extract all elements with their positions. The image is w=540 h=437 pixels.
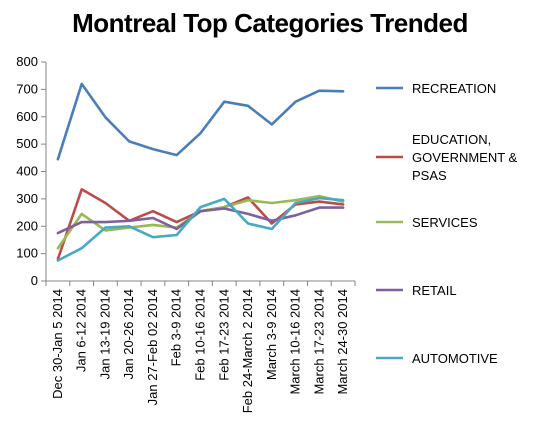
chart-legend: RECREATION EDUCATION, GOVERNMENT & PSAS SERV… <box>376 81 518 366</box>
x-tick-label: Feb 24-March 2 2014 <box>240 289 255 413</box>
legend-label: PSAS <box>412 168 447 183</box>
y-axis-ticks: 0 100 200 300 400 500 600 700 800 <box>16 54 46 288</box>
x-tick-label: Jan 20-26 2014 <box>121 289 136 379</box>
chart-title: Montreal Top Categories Trended <box>72 8 468 38</box>
legend-label: RETAIL <box>412 283 457 298</box>
series-lines <box>56 82 345 262</box>
y-tick-label: 100 <box>16 246 38 261</box>
y-tick-label: 300 <box>16 191 38 206</box>
series-line-automotive <box>56 196 345 262</box>
x-axis-ticks: Dec 30-Jan 5 2014 Jan 6-12 2014 Jan 13-19 … <box>45 281 356 413</box>
legend-label: EDUCATION, <box>412 132 491 147</box>
y-tick-label: 500 <box>16 136 38 151</box>
x-tick-label: Feb 10-16 2014 <box>193 289 208 381</box>
y-tick-label: 600 <box>16 109 38 124</box>
y-tick-label: 200 <box>16 218 38 233</box>
legend-label: GOVERNMENT & <box>412 150 518 165</box>
y-tick-label: 800 <box>16 54 38 69</box>
x-tick-label: Feb 17-23 2014 <box>216 289 231 381</box>
series-line-retail <box>56 206 345 235</box>
series-line-recreation <box>56 82 345 161</box>
x-tick-label: March 3-9 2014 <box>264 289 279 380</box>
x-tick-label: Jan 13-19 2014 <box>97 289 112 379</box>
x-tick-label: March 10-16 2014 <box>288 289 303 395</box>
x-tick-label: Jan 6-12 2014 <box>74 289 89 372</box>
legend-label: RECREATION <box>412 81 496 96</box>
y-tick-label: 0 <box>31 273 38 288</box>
y-tick-label: 700 <box>16 81 38 96</box>
legend-label: SERVICES <box>412 215 478 230</box>
x-tick-label: Feb 3-9 2014 <box>169 289 184 366</box>
x-tick-label: March 17-23 2014 <box>311 289 326 395</box>
x-tick-label: March 24-30 2014 <box>335 289 350 395</box>
y-tick-label: 400 <box>16 164 38 179</box>
x-tick-label: Dec 30-Jan 5 2014 <box>50 289 65 399</box>
x-tick-label: Jan 27-Feb 02 2014 <box>145 289 160 405</box>
legend-label: AUTOMOTIVE <box>412 351 498 366</box>
